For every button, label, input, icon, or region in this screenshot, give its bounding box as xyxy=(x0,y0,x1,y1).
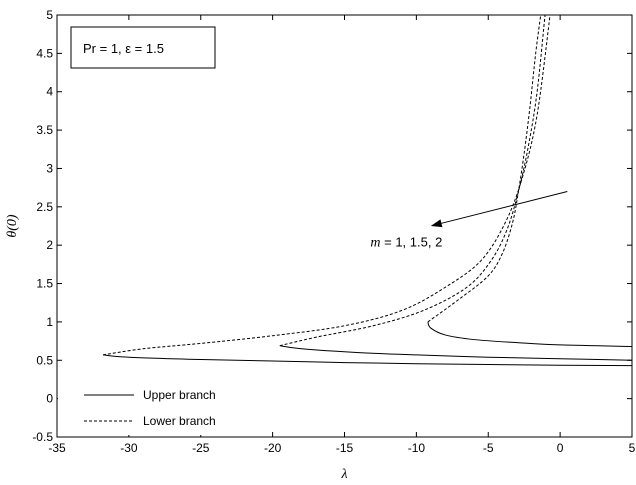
y-tick-label: -0.5 xyxy=(32,430,53,444)
annotation-text: m = 1, 1.5, 2 xyxy=(370,235,442,251)
y-axis-label: θ(0) xyxy=(5,214,20,238)
y-tick-label: 0 xyxy=(46,392,53,406)
annotation-text-variable: m xyxy=(370,236,380,251)
annotation: m = 1, 1.5, 2 xyxy=(370,190,568,251)
annotation-arrow-line xyxy=(441,190,568,224)
x-tick-label: -30 xyxy=(120,441,138,455)
y-tick-label: 3 xyxy=(46,161,53,175)
series-m1-upper-branch xyxy=(427,321,632,347)
ticks-layer: -35 -30 -25 -20 -15 -10 -5 0 5 -0.5 0 0.5 1 1.5 2 2.5 3 3… xyxy=(32,8,635,455)
info-box-text: Pr = 1, ε = 1.5 xyxy=(83,41,164,56)
legend-label-lower-branch: Lower branch xyxy=(143,414,216,428)
x-tick-label: -10 xyxy=(408,441,426,455)
series-m2-upper-branch xyxy=(102,354,632,367)
series-m1_5-upper-branch xyxy=(279,345,632,361)
x-axis-label: λ xyxy=(340,467,347,482)
annotation-arrow-head xyxy=(430,219,443,228)
annotation-text-values: = 1, 1.5, 2 xyxy=(381,235,443,250)
legend-label-upper-branch: Upper branch xyxy=(143,388,216,402)
x-tick-label: -15 xyxy=(336,441,354,455)
x-tick-label: 0 xyxy=(557,441,564,455)
series-layer xyxy=(102,15,632,367)
series-m2-lower-branch xyxy=(102,15,551,356)
x-tick-label: -25 xyxy=(192,441,210,455)
y-tick-label: 5 xyxy=(46,8,53,22)
y-tick-label: 2.5 xyxy=(36,200,53,214)
y-tick-label: 4.5 xyxy=(36,46,53,60)
legend: Upper branch Lower branch xyxy=(58,383,248,435)
x-tick-label: -35 xyxy=(48,441,66,455)
info-box: Pr = 1, ε = 1.5 xyxy=(70,26,216,69)
series-m1_5-lower-branch xyxy=(279,15,546,347)
x-tick-label: -20 xyxy=(264,441,282,455)
y-tick-label: 1.5 xyxy=(36,277,53,291)
x-tick-label: 5 xyxy=(629,441,636,455)
x-tick-label: -5 xyxy=(483,441,494,455)
y-tick-label: 2 xyxy=(46,238,53,252)
y-tick-label: 3.5 xyxy=(36,123,53,137)
y-tick-label: 0.5 xyxy=(36,353,53,367)
y-tick-label: 4 xyxy=(46,85,53,99)
legend-background xyxy=(58,383,248,435)
info-box-frame xyxy=(70,26,216,69)
series-group xyxy=(102,15,632,367)
y-tick-label: 1 xyxy=(46,315,53,329)
series-m1-lower-branch xyxy=(427,15,542,323)
